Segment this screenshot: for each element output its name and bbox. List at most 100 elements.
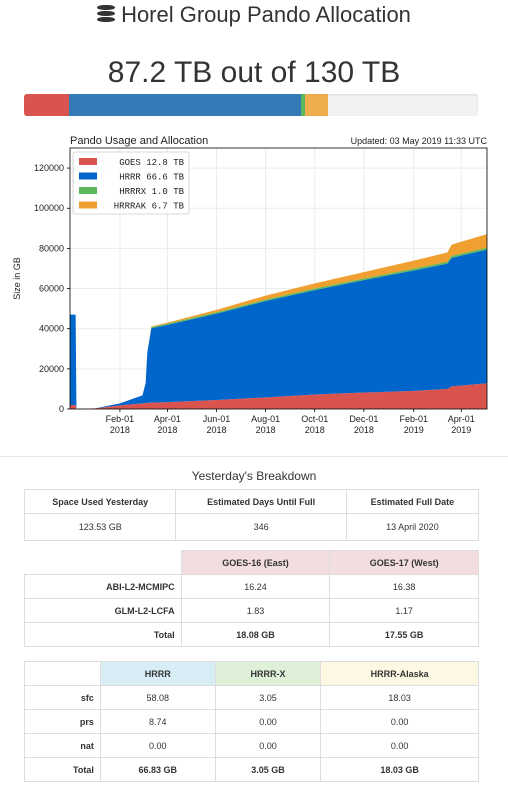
goes-header-row: GOES-16 (East) GOES-17 (West)	[24, 550, 479, 575]
hrrr-total-cell: 3.05 GB	[214, 757, 322, 782]
divider	[0, 456, 508, 457]
x-tick-label: Oct-01	[301, 414, 328, 424]
usage-bar-segment-hrrrx	[301, 94, 305, 116]
y-tick-label: 80000	[39, 243, 64, 253]
y-axis-label: Size in GB	[12, 257, 22, 300]
table-row: Total 66.83 GB 3.05 GB 18.03 GB	[24, 757, 479, 782]
legend-swatch-hrrr	[79, 172, 97, 180]
table-row: prs 8.74 0.00 0.00	[24, 709, 479, 734]
series-area-goes	[70, 383, 487, 409]
x-tick-label: 2018	[157, 425, 177, 435]
x-tick-label: Feb-01	[399, 414, 428, 424]
goes-row-label: ABI-L2-MCMIPC	[24, 574, 182, 599]
hrrr-cell: 0.00	[214, 733, 322, 758]
goes-row-label: Total	[24, 622, 182, 647]
hrrr-cell: 0.00	[99, 733, 216, 758]
goes-total-cell: 18.08 GB	[180, 622, 331, 647]
usage-bar-segment-hrrr	[68, 94, 302, 116]
chart-frame	[69, 147, 488, 410]
hrrr-header-hrrrx: HRRR-X	[214, 661, 322, 686]
usage-chart-svg: Pando Usage and Allocation Updated: 03 Ma…	[12, 135, 488, 435]
breakdown-caption: Yesterday's Breakdown	[191, 469, 317, 483]
legend-swatch-hrrrak	[79, 201, 97, 209]
summary-space-used: 123.53 GB	[23, 513, 177, 541]
summary-full-date: 13 April 2020	[345, 513, 480, 541]
hrrr-total-cell: 66.83 GB	[99, 757, 216, 782]
hrrr-row-label: sfc	[24, 685, 101, 710]
series-area-hrrr	[70, 249, 487, 409]
table-row: ABI-L2-MCMIPC 16.24 16.38	[24, 574, 479, 599]
table-row: GLM-L2-LCFA 1.83 1.17	[24, 598, 479, 623]
x-tick-label: Apr-01	[154, 414, 181, 424]
legend-label-hrrr: HRRR 66.6 TB	[119, 173, 184, 183]
total-usage-text: 87.2 TB out of 130 TB	[107, 56, 401, 89]
legend-label-goes: GOES 12.8 TB	[119, 158, 184, 168]
y-tick-label: 100000	[34, 203, 64, 213]
x-tick-label: 2018	[256, 425, 276, 435]
y-tick-label: 40000	[39, 324, 64, 334]
goes-header-east: GOES-16 (East)	[180, 550, 331, 575]
goes-table: GOES-16 (East) GOES-17 (West) ABI-L2-MCM…	[24, 550, 479, 647]
summary-header-full-date: Estimated Full Date	[345, 489, 480, 514]
y-tick-label: 120000	[34, 163, 64, 173]
x-tick-label: Aug-01	[251, 414, 280, 424]
hrrr-cell: 58.08	[99, 685, 216, 710]
hrrr-cell: 0.00	[320, 709, 479, 734]
x-tick-label: 2018	[110, 425, 130, 435]
hrrr-row-label: Total	[24, 757, 101, 782]
summary-header-days-until-full: Estimated Days Until Full	[175, 489, 347, 514]
database-icon	[97, 5, 116, 23]
hrrr-row-label: prs	[24, 709, 101, 734]
goes-row-label: GLM-L2-LCFA	[24, 598, 182, 623]
legend-box	[72, 151, 190, 215]
x-tick-label: 2019	[451, 425, 471, 435]
y-tick-label: 20000	[39, 364, 64, 374]
goes-cell: 16.38	[329, 574, 479, 599]
x-tick-label: Jun-01	[203, 414, 231, 424]
chart-updated-label: Updated: 03 May 2019 11:33 UTC	[351, 136, 488, 146]
goes-header-west: GOES-17 (West)	[329, 550, 479, 575]
y-tick-label: 0	[59, 404, 64, 414]
goes-cell: 1.17	[329, 598, 479, 623]
chart-title: Pando Usage and Allocation	[70, 135, 208, 147]
table-row: Total 18.08 GB 17.55 GB	[24, 622, 479, 647]
hrrr-total-cell: 18.03 GB	[320, 757, 479, 782]
y-tick-label: 60000	[39, 284, 64, 294]
x-tick-label: 2018	[354, 425, 374, 435]
summary-days-until-full: 346	[175, 513, 347, 541]
x-tick-label: 2018	[206, 425, 226, 435]
hrrr-header-blank	[24, 661, 101, 686]
series-area-hrrrx	[70, 247, 487, 409]
hrrr-cell: 8.74	[99, 709, 216, 734]
hrrr-cell: 0.00	[320, 733, 479, 758]
table-row: sfc 58.08 3.05 18.03	[24, 685, 479, 710]
usage-chart: Pando Usage and Allocation Updated: 03 Ma…	[0, 128, 508, 448]
goes-header-blank	[24, 550, 182, 575]
hrrr-header-row: HRRR HRRR-X HRRR-Alaska	[24, 661, 479, 686]
goes-cell: 1.83	[180, 598, 331, 623]
hrrr-row-label: nat	[24, 733, 101, 758]
goes-cell: 16.24	[180, 574, 331, 599]
table-row: nat 0.00 0.00 0.00	[24, 733, 479, 758]
summary-table: Space Used Yesterday Estimated Days Unti…	[23, 489, 480, 541]
usage-progress-bar	[24, 94, 478, 116]
usage-bar-segment-hrrrak	[304, 94, 329, 116]
summary-header-row: Space Used Yesterday Estimated Days Unti…	[23, 489, 480, 514]
page-title: Horel Group Pando Allocation	[121, 2, 411, 27]
summary-header-space-used: Space Used Yesterday	[23, 489, 177, 514]
summary-value-row: 123.53 GB 346 13 April 2020	[23, 513, 480, 541]
usage-bar-segment-goes	[24, 94, 69, 116]
hrrr-cell: 3.05	[214, 685, 322, 710]
hrrr-table: HRRR HRRR-X HRRR-Alaska sfc 58.08 3.05 1…	[24, 661, 479, 782]
x-tick-label: Feb-01	[106, 414, 135, 424]
hrrr-cell: 18.03	[320, 685, 479, 710]
x-tick-label: 2018	[305, 425, 325, 435]
x-tick-label: 2019	[404, 425, 424, 435]
hrrr-header-hrrr-alaska: HRRR-Alaska	[320, 661, 479, 686]
x-tick-label: Apr-01	[448, 414, 475, 424]
goes-total-cell: 17.55 GB	[329, 622, 479, 647]
legend-swatch-goes	[79, 158, 97, 165]
legend-label-hrrrak: HRRRAK 6.7 TB	[114, 202, 185, 212]
x-tick-label: Dec-01	[349, 414, 378, 424]
legend-swatch-hrrrx	[79, 187, 97, 194]
